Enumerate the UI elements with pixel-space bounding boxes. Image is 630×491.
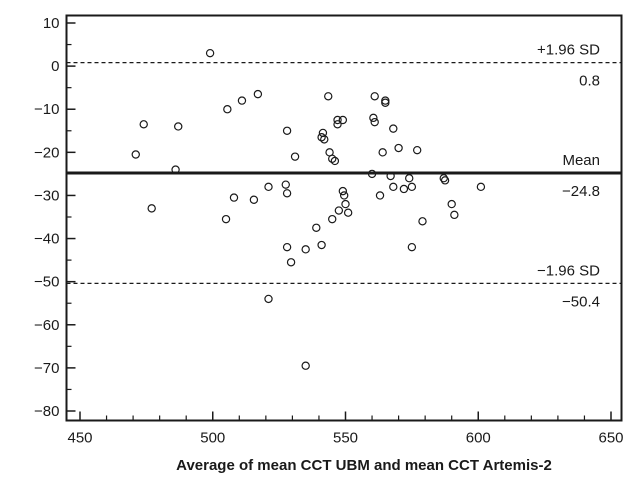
data-point [281,180,290,189]
y-tick-label: 10 [43,15,60,32]
data-point [418,217,427,226]
data-point [139,120,148,129]
data-point [407,242,417,252]
data-point [171,165,180,174]
data-point [399,184,409,194]
y-axis: 10 0 −10 −20 −30 −40 −50 −60 −70 −80 [34,15,76,420]
data-point [324,92,333,101]
y-tick-label: −60 [34,317,59,334]
data-point [341,199,350,209]
data-point [237,96,247,105]
data-point [320,135,329,144]
data-point [333,120,342,129]
data-point [223,105,232,114]
data-point [412,145,422,155]
reference-line-name: +1.96 SD [537,42,600,59]
plot-frame [65,14,623,422]
reference-line-value: −50.4 [562,293,600,310]
data-point [369,113,378,123]
data-point [476,182,486,192]
x-tick-label: 450 [67,430,92,447]
reference-line-value: −24.8 [562,183,600,200]
reference-lines: +1.96 SD 0.8 Mean −24.8 −1.96 SD −50.4 [66,42,622,310]
data-point [286,258,296,267]
data-point [221,214,231,224]
data-point [389,182,398,192]
data-point [367,169,377,179]
data-point [338,186,348,196]
x-tick-label: 650 [598,430,623,447]
x-tick-label: 500 [200,430,225,447]
data-point [394,143,403,153]
data-point [334,206,344,215]
data-point [330,156,340,166]
data-point [370,92,379,101]
data-point [131,150,140,159]
x-axis: 450 500 550 600 650 [67,411,624,447]
data-point [290,152,300,161]
y-tick-label: −40 [34,231,59,248]
reference-line-value: 0.8 [579,73,600,90]
data-point [264,294,273,304]
data-point [333,115,342,125]
data-point [301,245,310,254]
data-points [131,48,486,370]
data-point [378,148,387,157]
data-point [447,199,456,209]
x-tick-label: 550 [333,430,358,447]
data-point [282,126,292,135]
data-point [381,98,390,107]
data-point [440,176,450,185]
data-point [249,195,259,204]
y-tick-label: −20 [34,144,59,161]
data-point [282,242,292,252]
data-point [253,89,263,99]
data-point [205,48,215,58]
data-point [328,154,337,163]
data-point [370,117,379,127]
data-point [229,193,239,202]
data-point [439,173,448,183]
data-point [407,182,417,192]
reference-line-name: Mean [562,152,600,169]
data-point [147,204,156,213]
y-tick-label: −70 [34,360,59,377]
y-tick-label: −30 [34,187,59,204]
data-point [343,208,353,217]
y-tick-label: −80 [34,403,59,420]
data-point [405,173,414,183]
data-point [312,223,321,232]
data-point [282,189,292,198]
data-point [317,133,326,142]
y-tick-label: −10 [34,101,59,118]
data-point [301,361,310,370]
data-point [328,214,337,224]
data-point [339,191,349,200]
x-axis-label: Average of mean CCT UBM and mean CCT Art… [176,457,552,474]
reference-line-name: −1.96 SD [537,262,600,279]
y-tick-label: 0 [51,58,59,75]
data-point [450,210,459,220]
data-point [264,182,273,192]
data-point [317,240,326,250]
data-point [386,171,395,181]
data-point [338,115,348,125]
data-point [174,122,183,131]
data-point [389,124,398,133]
data-point [375,191,385,200]
x-tick-label: 600 [466,430,491,447]
y-tick-label: −50 [34,274,59,291]
